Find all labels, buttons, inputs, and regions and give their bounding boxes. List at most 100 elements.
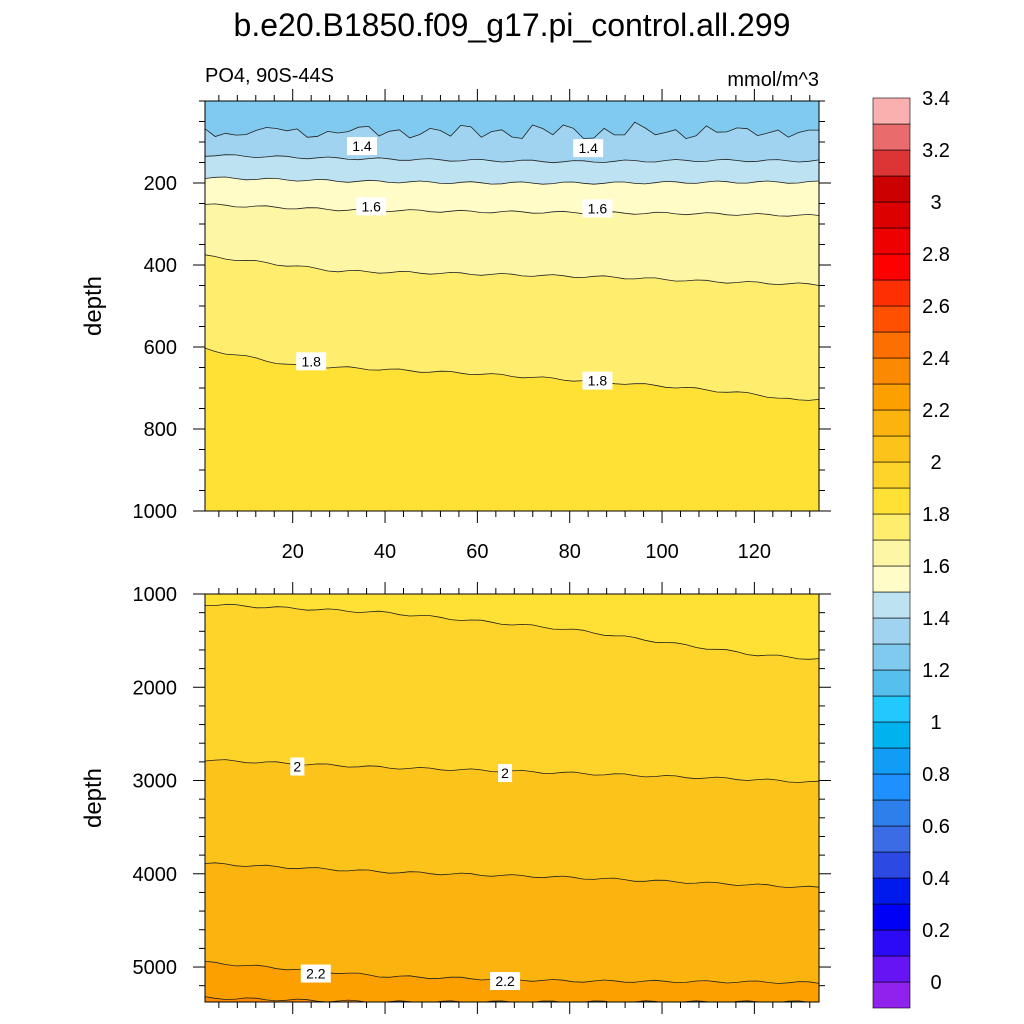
colorbar-swatch — [872, 877, 911, 905]
contour-line — [205, 176, 819, 185]
plot-frame — [204, 593, 820, 1003]
colorbar-swatch — [872, 331, 911, 359]
colorbar-swatch — [872, 513, 911, 541]
colorbar-swatch — [872, 305, 911, 333]
colorbar-label: 0.8 — [922, 764, 950, 786]
svg-text:2: 2 — [293, 759, 301, 775]
colorbar-swatch — [872, 227, 911, 255]
colorbar-swatch — [872, 565, 911, 593]
svg-text:1.4: 1.4 — [578, 140, 598, 156]
contour-label: 1.6 — [582, 199, 613, 218]
colorbar-swatch — [872, 201, 911, 229]
contour-fill-band — [205, 348, 819, 511]
colorbar-swatch — [872, 851, 911, 879]
colorbar-swatch — [872, 721, 911, 749]
y-tick-label: 2000 — [133, 677, 178, 699]
colorbar-swatch — [872, 123, 911, 151]
y-tick-label: 3000 — [133, 771, 178, 793]
colorbar-swatch — [872, 539, 911, 567]
y-tick-label: 600 — [144, 337, 177, 359]
contour-line — [205, 862, 819, 889]
colorbar-label: 2 — [930, 452, 941, 474]
contour-fill-band — [205, 862, 819, 1002]
colorbar-label: 1.2 — [922, 660, 950, 682]
colorbar-swatch — [872, 929, 911, 957]
x-tick-label: 100 — [645, 541, 678, 563]
contour-line — [205, 996, 811, 1002]
svg-text:1.8: 1.8 — [301, 353, 321, 369]
colorbar-swatch — [872, 773, 911, 801]
colorbar-label: 1.8 — [922, 504, 950, 526]
x-tick-label: 20 — [282, 541, 304, 563]
svg-text:2.2: 2.2 — [495, 973, 515, 989]
svg-text:2: 2 — [501, 765, 509, 781]
contour-label: 2 — [498, 764, 513, 783]
y-tick-label: 1000 — [133, 584, 178, 606]
colorbar-swatch — [872, 461, 911, 489]
colorbar-swatch — [872, 253, 911, 281]
colorbar-label: 3 — [930, 192, 941, 214]
contour-line — [205, 121, 819, 140]
contour-label: 2.2 — [300, 964, 331, 983]
colorbar-label: 2.4 — [922, 348, 950, 370]
y-tick-label: 4000 — [133, 864, 178, 886]
y-axis-title: depth — [80, 768, 107, 828]
colorbar-swatch — [872, 409, 911, 437]
svg-text:1.8: 1.8 — [588, 373, 608, 389]
lower-depth-panel: 2 2 2.2 2.2 1000 2000 3000 4000 5000 depth — [80, 582, 831, 1014]
colorbar-swatch — [872, 357, 911, 385]
y-tick-label: 800 — [144, 419, 177, 441]
svg-text:1.4: 1.4 — [352, 138, 372, 154]
contour-line — [205, 254, 819, 286]
svg-text:1.6: 1.6 — [588, 200, 608, 216]
colorbar-label: 1.4 — [922, 608, 950, 630]
units-label: mmol/m^3 — [727, 69, 819, 91]
contour-label: 1.8 — [296, 352, 327, 371]
y-tick-label: 5000 — [133, 957, 178, 979]
colorbar-label: 2.2 — [922, 400, 950, 422]
contour-line — [205, 203, 819, 217]
x-tick-label: 60 — [466, 541, 488, 563]
upper-depth-panel: 1.4 1.4 1.6 1.6 1.8 1.8 20 40 60 80 100 120 200 400 60… — [80, 89, 831, 563]
contour-line — [205, 154, 819, 164]
svg-text:1.6: 1.6 — [361, 198, 381, 214]
y-tick-label: 400 — [144, 255, 177, 277]
y-tick-label: 200 — [144, 173, 177, 195]
colorbar-label: 1.6 — [922, 556, 950, 578]
colorbar-swatch — [872, 97, 911, 125]
colorbar-label: 0 — [930, 972, 941, 994]
colorbar-swatch — [872, 435, 911, 463]
colorbar-swatch — [872, 825, 911, 853]
colorbar: 3.4 3.2 3 2.8 2.6 2.4 2.2 2 1.8 1.6 1.4 1.2 1 0.8 0.6 0… — [872, 88, 950, 1009]
colorbar-swatch — [872, 669, 911, 697]
colorbar-swatch — [872, 175, 911, 203]
contour-label: 1.6 — [356, 197, 387, 216]
y-tick-label: 1000 — [133, 501, 178, 523]
colorbar-swatch — [872, 903, 911, 931]
x-tick-label: 120 — [738, 541, 771, 563]
contour-label: 1.4 — [573, 139, 604, 158]
contour-line — [205, 604, 819, 660]
svg-text:2.2: 2.2 — [306, 966, 326, 982]
x-tick-label: 40 — [374, 541, 396, 563]
colorbar-swatch — [872, 617, 911, 645]
colorbar-label: 3.4 — [922, 88, 950, 110]
colorbar-swatch — [872, 487, 911, 515]
contour-label: 1.8 — [582, 371, 613, 390]
colorbar-swatch — [872, 149, 911, 177]
colorbar-label: 3.2 — [922, 140, 950, 162]
colorbar-swatch — [872, 747, 911, 775]
contour-label: 2.2 — [490, 972, 521, 991]
colorbar-label: 0.6 — [922, 816, 950, 838]
axis-ticks — [193, 89, 831, 523]
colorbar-swatch — [872, 981, 911, 1009]
colorbar-swatch — [872, 955, 911, 983]
colorbar-swatch — [872, 383, 911, 411]
y-axis-title: depth — [80, 276, 107, 336]
colorbar-label: 2.6 — [922, 296, 950, 318]
contour-label: 1.4 — [346, 137, 377, 156]
colorbar-label: 2.8 — [922, 244, 950, 266]
colorbar-swatch — [872, 591, 911, 619]
colorbar-label: 0.4 — [922, 868, 950, 890]
